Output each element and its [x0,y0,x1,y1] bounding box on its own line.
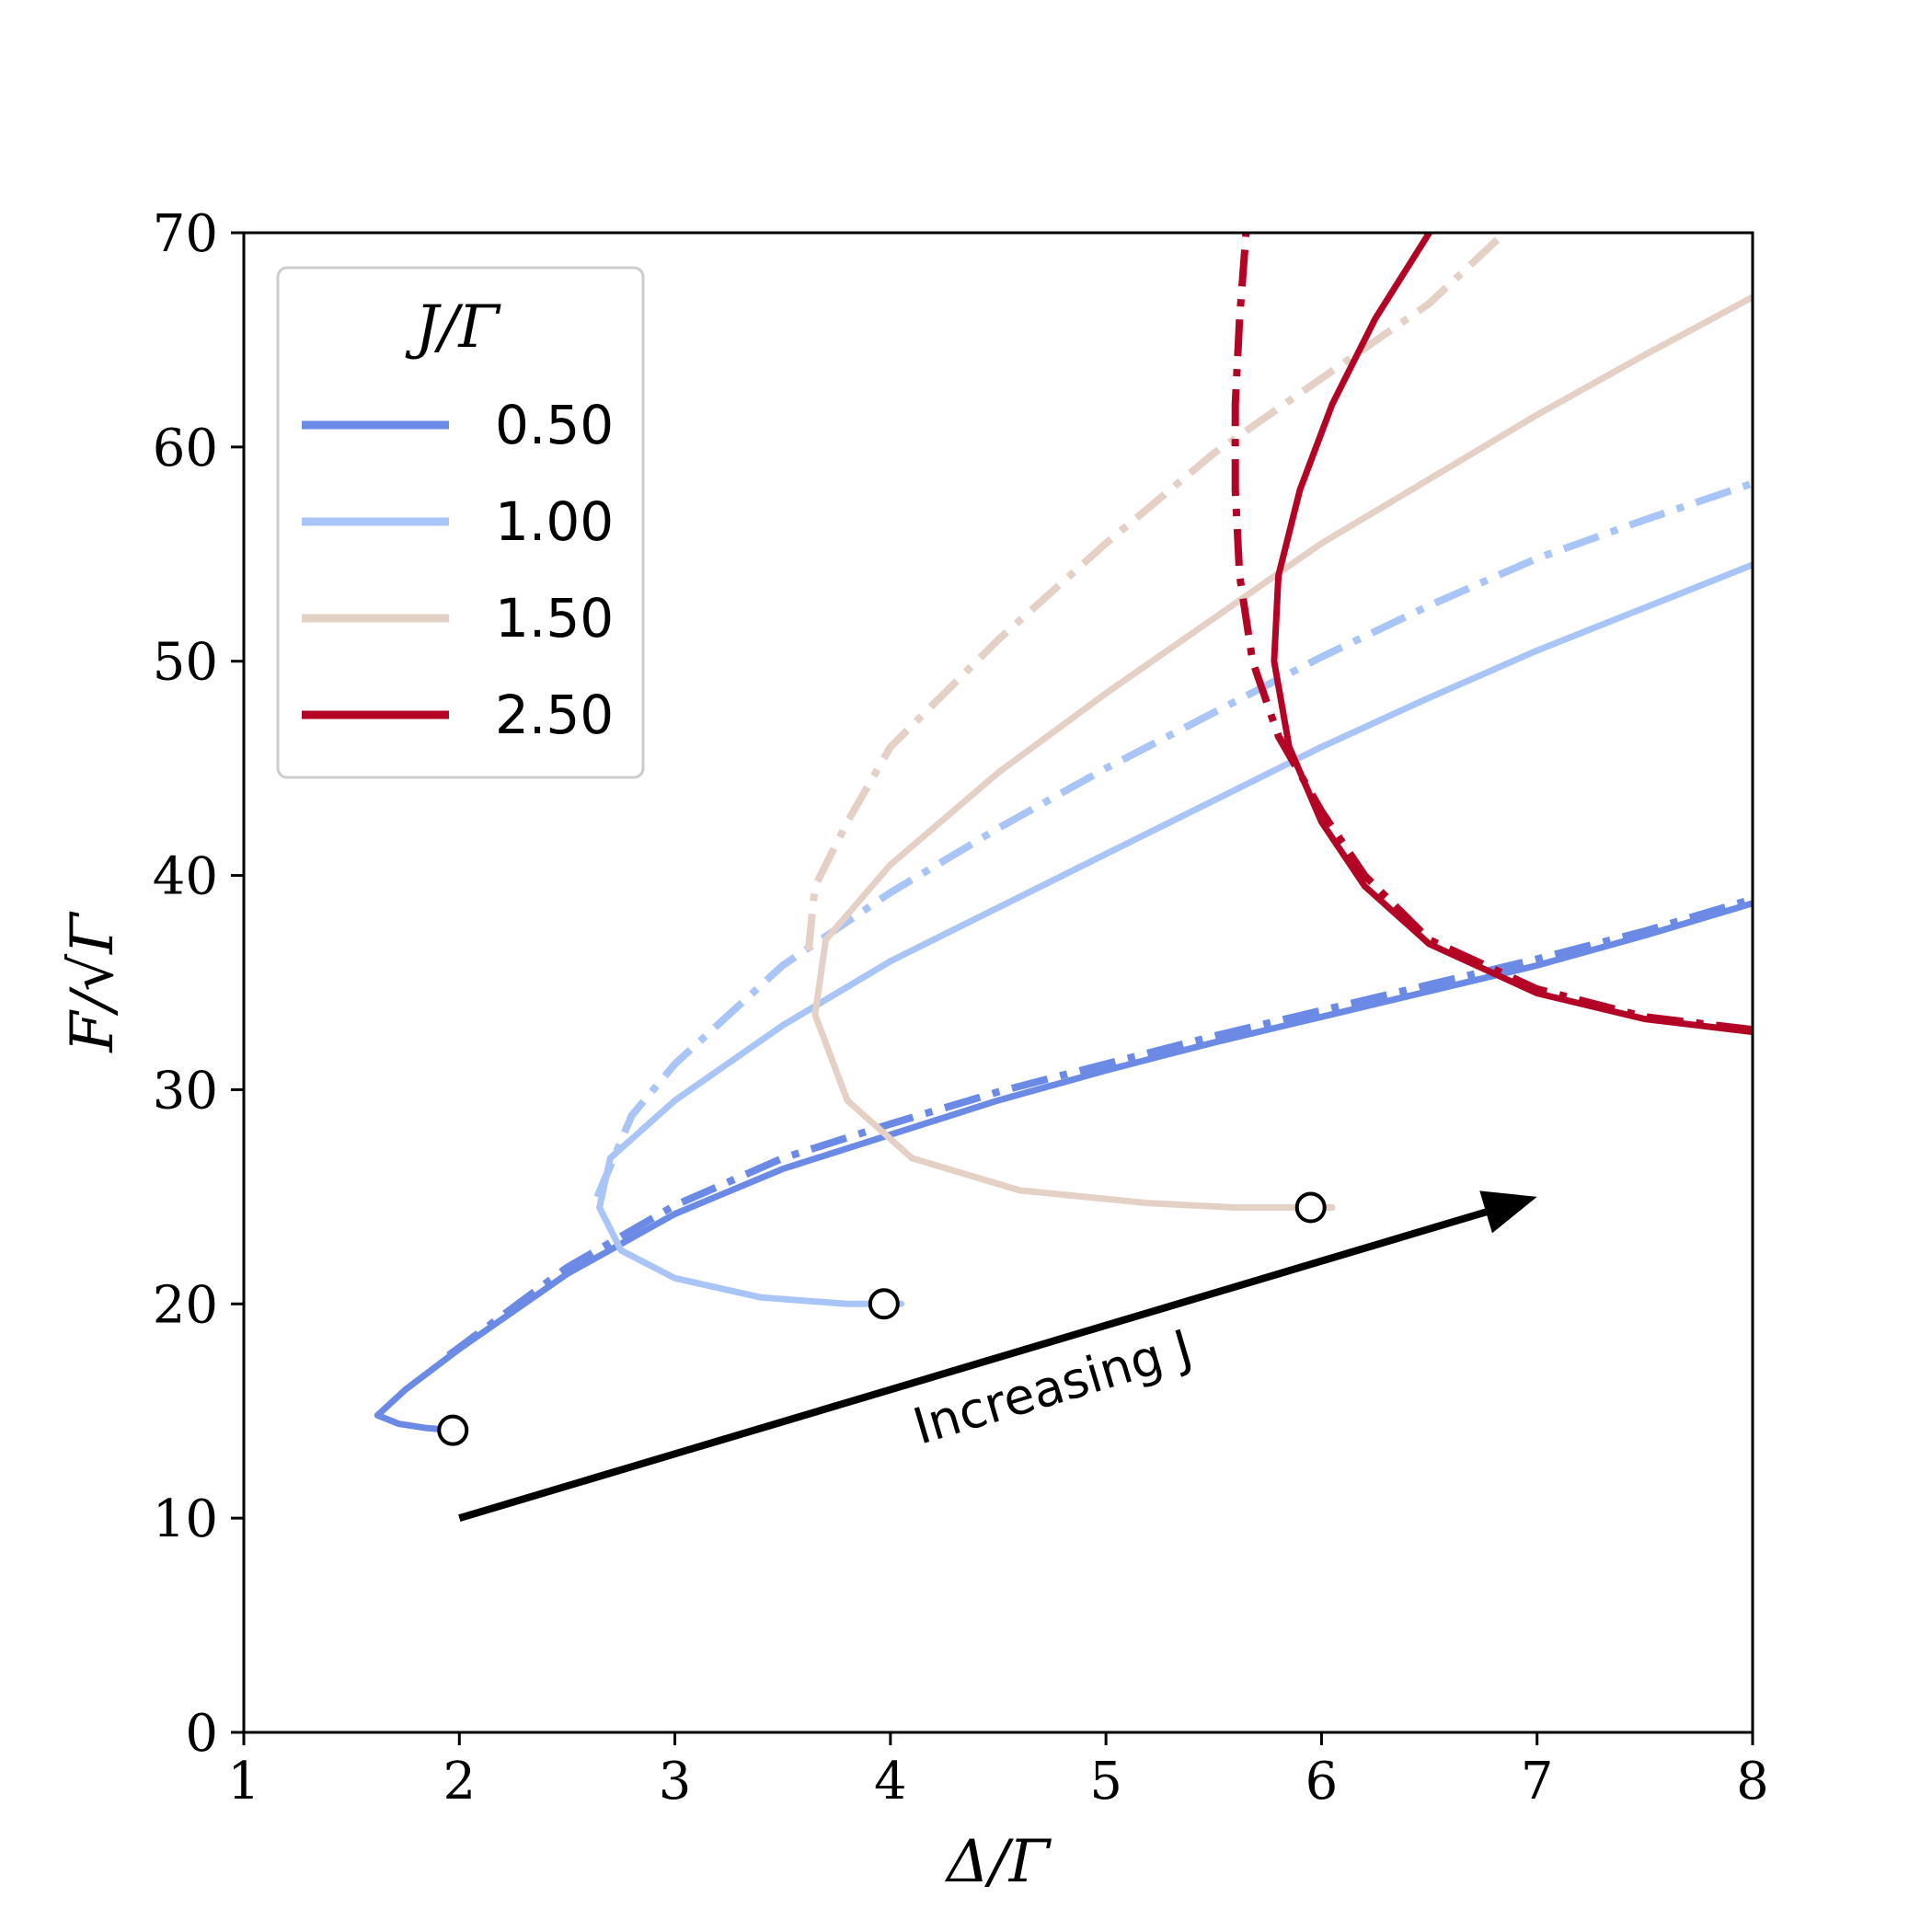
x-tick-label: 1 [227,1752,260,1811]
x-tick-label: 5 [1089,1752,1122,1811]
y-tick-label: 60 [153,419,218,478]
marker-layer [437,1191,1327,1446]
endpoint-marker [868,1288,900,1320]
x-tick-label: 7 [1521,1752,1554,1811]
legend: J/Γ 0.50 1.00 1.50 2.50 [276,266,645,779]
legend-label: 1.50 [495,587,614,650]
legend-entries: 0.50 1.00 1.50 2.50 [302,394,614,746]
series-1-50-solid-line [811,293,1753,1211]
series-0-50-solid-line [374,900,1753,1434]
increasing-j-arrow [458,1207,1491,1522]
legend-label: 1.00 [495,490,614,553]
series-1-00-dashdot-line [593,479,1753,1199]
y-tick-label: 50 [153,633,218,693]
plot-frame [242,231,1754,1734]
series-1-50-dashdot-line [804,233,1508,951]
endpoint-marker [437,1414,469,1446]
x-axis-label: Δ/Γ [944,1828,1052,1896]
legend-title: J/Γ [405,293,501,362]
y-tick-label: 20 [153,1275,218,1335]
axes: 1 2 3 4 5 6 7 8 0 10 20 30 40 50 60 70 [153,204,1769,1811]
series-1-00-solid-line [596,561,1753,1307]
x-tick-label: 2 [443,1752,476,1811]
x-tick-label: 3 [659,1752,692,1811]
x-tick-label: 6 [1305,1752,1339,1811]
legend-label: 0.50 [495,394,614,456]
series-0-50-dashdot-line [446,895,1753,1359]
legend-box [276,266,645,779]
y-axis-label: F/√Γ [59,911,127,1053]
y-tick-label: 0 [185,1704,218,1764]
increasing-j-arrowhead [1479,1190,1537,1234]
series-2-50-dashdot-line [1231,233,1753,1034]
series-layer [374,233,1753,1434]
series-2-50-solid-line [1271,233,1753,1036]
legend-label: 2.50 [495,684,614,746]
y-tick-label: 30 [153,1061,218,1121]
x-tick-label: 8 [1736,1752,1769,1811]
y-tick-label: 10 [153,1489,218,1549]
endpoint-marker [1294,1191,1327,1224]
x-tick-label: 4 [874,1752,907,1811]
y-tick-label: 70 [153,204,218,264]
y-tick-label: 40 [153,847,218,907]
